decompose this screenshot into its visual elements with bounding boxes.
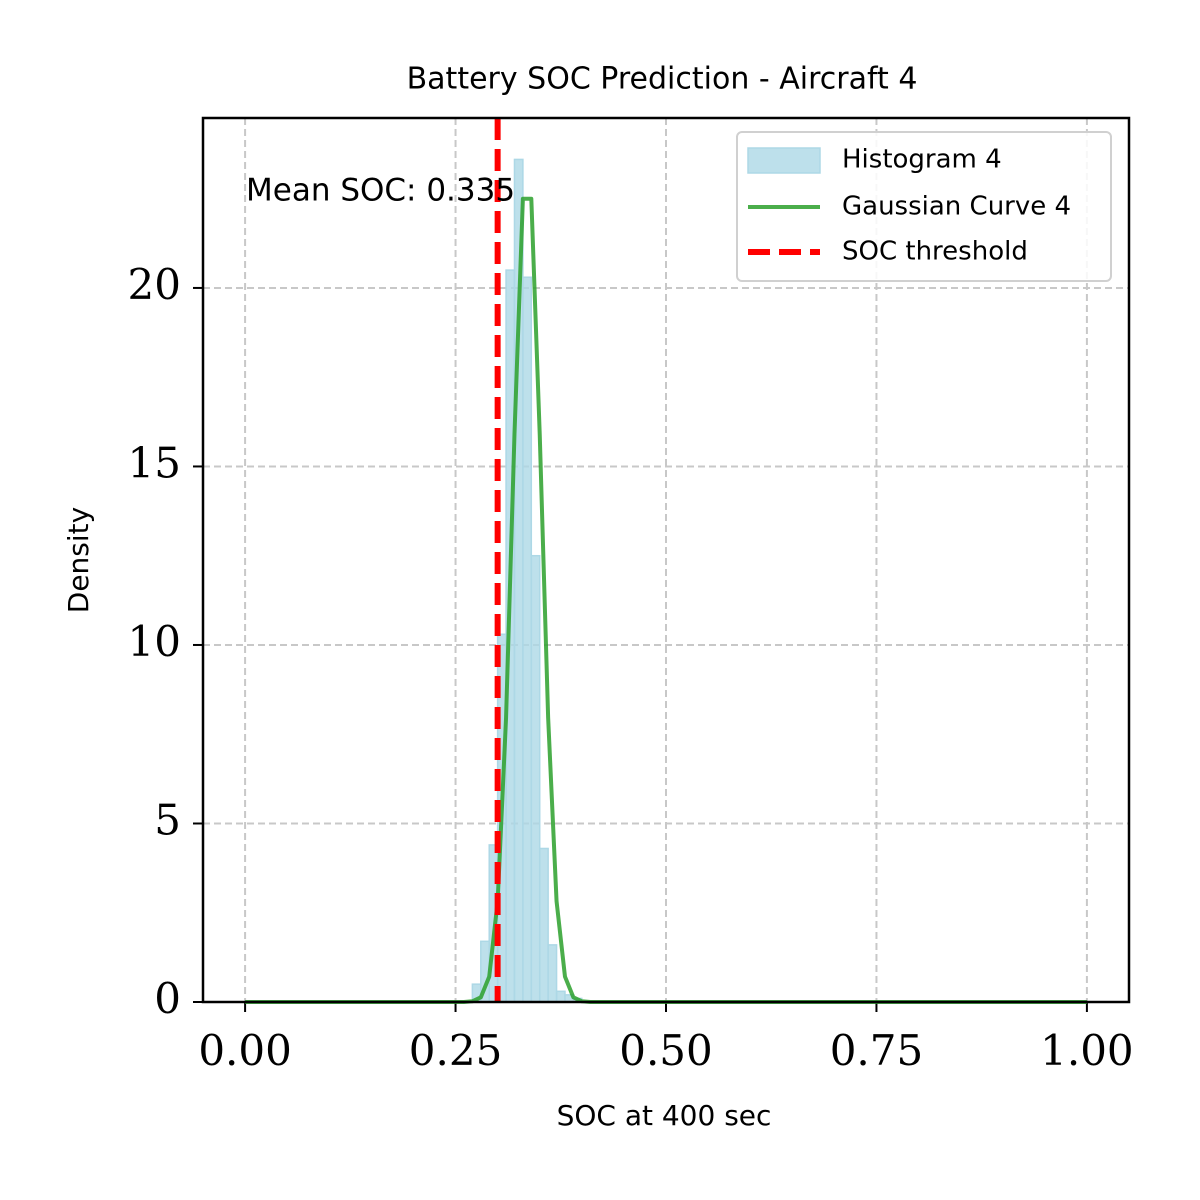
annotation: Mean SOC: 0.335 xyxy=(246,173,515,209)
plot-frame xyxy=(201,116,1131,1004)
x-tick-label: 0.50 xyxy=(619,1026,713,1075)
histogram-bar xyxy=(555,990,566,1003)
y-tick-label: 20 xyxy=(128,260,181,309)
legend-swatch xyxy=(747,147,821,174)
histogram-bar xyxy=(522,276,533,1003)
histogram-bar xyxy=(538,847,549,1003)
y-tick-label: 15 xyxy=(128,438,181,487)
x-tick-label: 0.75 xyxy=(830,1026,924,1075)
x-tick-label: 0.00 xyxy=(198,1026,292,1075)
chart-title: Battery SOC Prediction - Aircraft 4 xyxy=(407,62,918,97)
histogram-bar xyxy=(530,554,541,1003)
gaussian-curve xyxy=(245,196,1087,1004)
y-tick-label: 0 xyxy=(154,974,181,1023)
legend-box xyxy=(736,131,1112,282)
legend-label: SOC threshold xyxy=(842,237,1028,267)
legend: Histogram 4 Gaussian Curve 4 SOC threshold xyxy=(736,131,1112,282)
y-axis-label: Density xyxy=(62,507,95,613)
histogram-bar xyxy=(547,944,558,1003)
x-tick-label: 1.00 xyxy=(1040,1026,1134,1075)
x-tick-label: 0.25 xyxy=(409,1026,503,1075)
x-axis-label: SOC at 400 sec xyxy=(557,1099,772,1132)
legend-label: Histogram 4 xyxy=(842,145,1002,175)
legend-label: Gaussian Curve 4 xyxy=(842,192,1071,222)
y-tick-label: 5 xyxy=(154,795,181,844)
y-tick-label: 10 xyxy=(128,617,181,666)
